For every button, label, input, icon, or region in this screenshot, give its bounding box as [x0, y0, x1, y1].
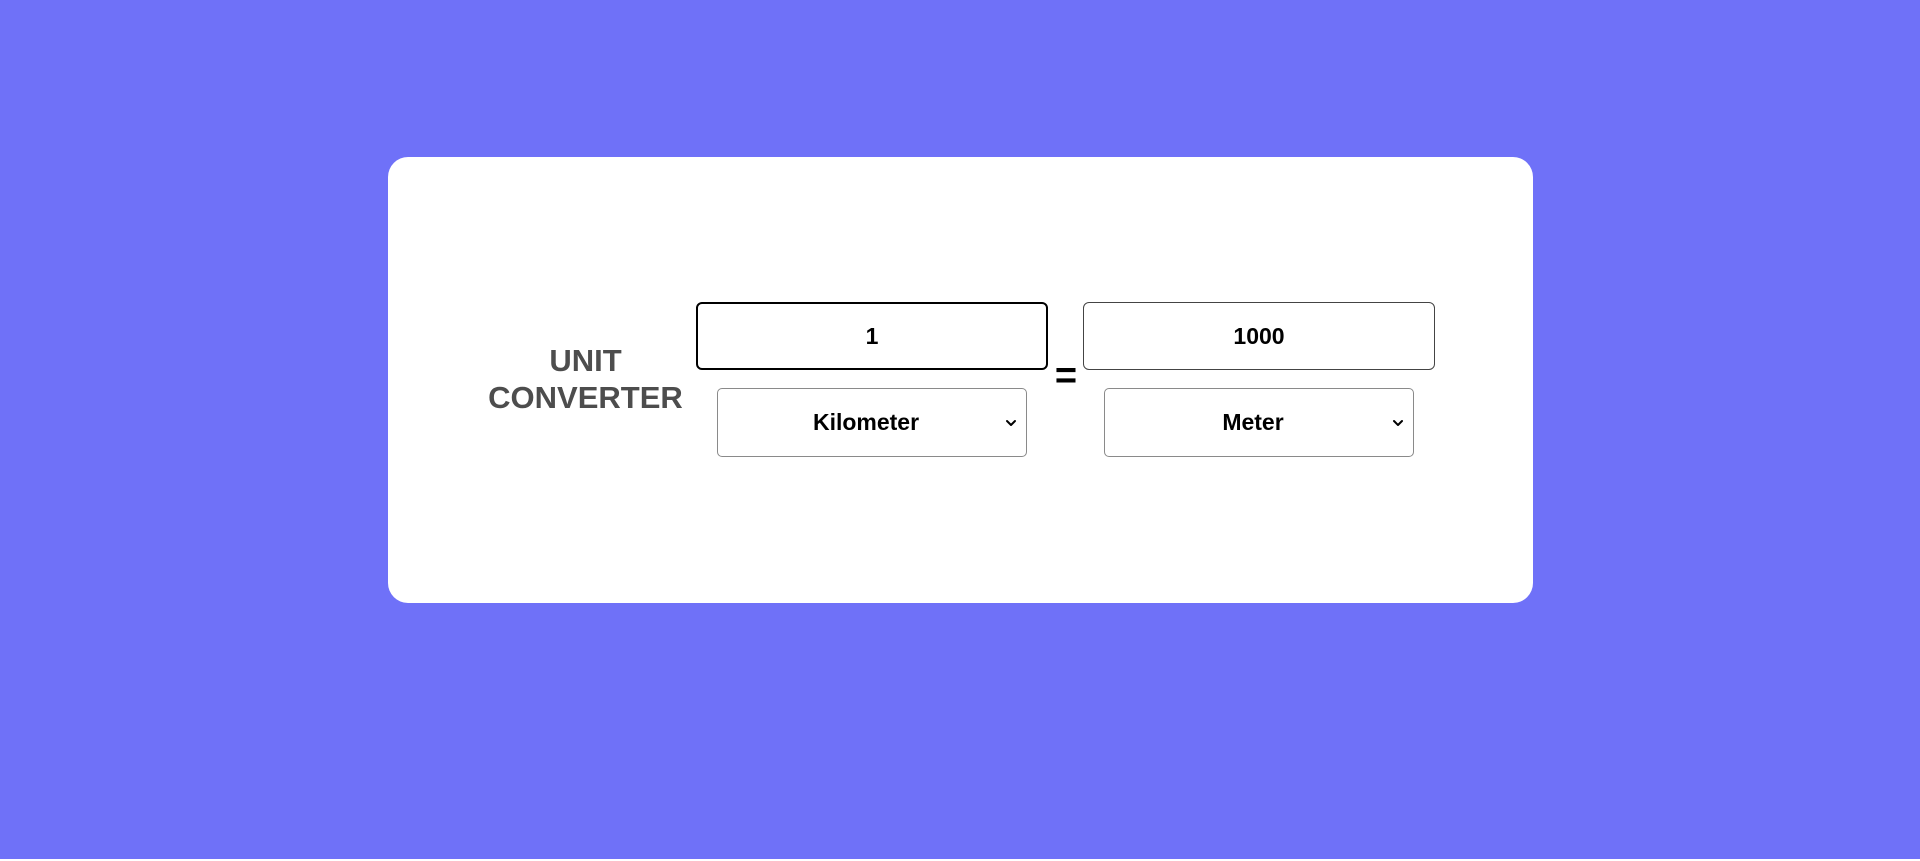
- to-unit-label: Meter: [1222, 409, 1284, 435]
- chevron-down-icon: [1006, 419, 1016, 426]
- converter-card: [388, 157, 1533, 603]
- equals-sign: =: [1054, 355, 1078, 397]
- from-unit-select[interactable]: Kilometer: [717, 388, 1027, 457]
- app-title-line2: CONVERTER: [488, 380, 683, 415]
- chevron-down-icon: [1393, 419, 1403, 426]
- app-title: UNIT CONVERTER: [465, 342, 706, 416]
- from-unit-label: Kilometer: [812, 409, 920, 435]
- to-unit-select[interactable]: Meter: [1104, 388, 1414, 457]
- to-value-input[interactable]: [1083, 302, 1435, 370]
- from-value-input[interactable]: [696, 302, 1048, 370]
- app-title-line1: UNIT: [549, 343, 622, 378]
